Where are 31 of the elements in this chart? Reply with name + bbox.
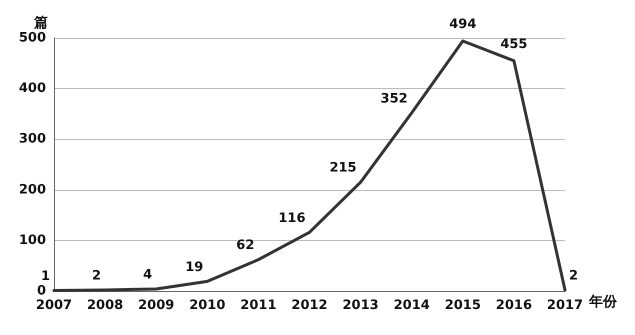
data-label: 19 bbox=[185, 260, 204, 275]
x-tick-label: 2016 bbox=[496, 298, 532, 313]
data-label: 2 bbox=[569, 268, 578, 284]
line-series bbox=[52, 40, 566, 292]
data-label: 215 bbox=[329, 160, 357, 176]
data-label: 116 bbox=[278, 210, 306, 226]
data-label: 494 bbox=[449, 17, 476, 32]
data-label: 1 bbox=[40, 268, 50, 284]
data-label: 2 bbox=[92, 268, 102, 284]
x-tick-label: 2017 bbox=[546, 298, 584, 313]
y-tick-label: 0 bbox=[36, 284, 46, 298]
y-tick-label: 400 bbox=[18, 81, 46, 96]
y-tick-label: 300 bbox=[18, 132, 46, 147]
y-axis-title: 篇 bbox=[33, 15, 48, 31]
x-tick-label: 2015 bbox=[444, 298, 481, 313]
x-tick-label: 2008 bbox=[87, 298, 124, 313]
x-tick-label: 2009 bbox=[138, 298, 174, 313]
data-label: 352 bbox=[380, 91, 408, 106]
x-tick-label: 2007 bbox=[36, 298, 72, 313]
x-tick-label: 2012 bbox=[291, 298, 328, 313]
data-label: 62 bbox=[236, 238, 254, 254]
x-axis-title: 年份 bbox=[588, 294, 618, 310]
x-tick-label: 2010 bbox=[189, 298, 226, 313]
x-tick-label: 2013 bbox=[342, 298, 379, 313]
y-tick-label: 100 bbox=[18, 232, 46, 248]
x-tick-label: 2014 bbox=[394, 298, 430, 313]
x-tick-label: 2011 bbox=[240, 298, 276, 313]
y-tick-label: 200 bbox=[18, 182, 46, 198]
y-tick-label: 500 bbox=[18, 30, 46, 46]
data-label: 455 bbox=[500, 36, 528, 52]
data-label: 4 bbox=[143, 267, 152, 282]
